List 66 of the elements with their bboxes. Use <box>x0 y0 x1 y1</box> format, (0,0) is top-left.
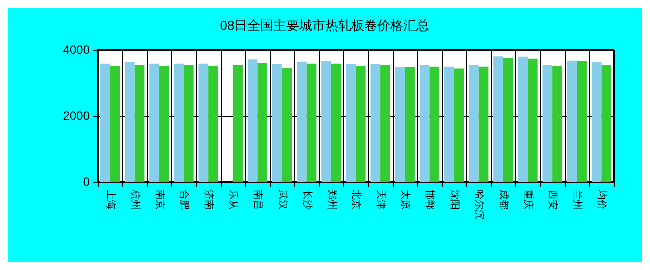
x-tick-label: 上海 <box>104 190 117 210</box>
bar <box>306 64 317 182</box>
bar <box>198 64 209 182</box>
x-tick-label: 哈尔滨 <box>473 190 486 220</box>
x-tick-label: 兰州 <box>572 190 584 210</box>
bar <box>322 61 332 182</box>
y-tick-label: 2000 <box>63 109 90 123</box>
bar <box>100 64 110 182</box>
bar <box>184 65 194 182</box>
bar <box>395 67 406 182</box>
bar <box>370 64 381 182</box>
bar <box>430 66 440 182</box>
bar <box>444 66 454 182</box>
bar <box>420 66 430 182</box>
bar <box>331 64 342 182</box>
bar <box>134 66 145 182</box>
bar <box>174 64 184 182</box>
bar <box>258 63 268 182</box>
bar <box>150 64 160 182</box>
bar <box>592 62 602 182</box>
bar <box>478 66 489 182</box>
bar <box>272 64 282 182</box>
x-tick-label: 北京 <box>350 190 362 210</box>
x-tick-label: 西安 <box>547 190 560 210</box>
x-tick-label: 济南 <box>203 190 216 210</box>
bar <box>469 65 479 182</box>
x-tick-label: 长沙 <box>301 190 314 210</box>
x-tick-label: 邯郸 <box>424 190 436 210</box>
x-tick-label: 均价 <box>596 189 608 210</box>
bar <box>494 56 504 182</box>
bar <box>542 66 553 182</box>
x-tick-label: 郑州 <box>326 190 338 210</box>
x-tick-label: 南昌 <box>252 190 264 210</box>
x-tick-label: 天津 <box>375 190 388 210</box>
x-tick-label: 杭州 <box>129 189 142 210</box>
bar <box>503 58 514 182</box>
bar <box>380 66 390 182</box>
bar <box>552 66 562 182</box>
x-tick-label: 乐从 <box>228 190 240 210</box>
bar <box>208 66 218 182</box>
chart-title: 08日全国主要城市热轧板卷价格汇总 <box>220 18 430 33</box>
bar <box>248 60 258 182</box>
bar <box>577 61 587 182</box>
bar <box>125 62 135 182</box>
bar <box>454 68 464 182</box>
bar <box>159 66 170 182</box>
x-tick-label: 合肥 <box>178 190 190 210</box>
bar <box>297 62 307 182</box>
y-tick-label: 4000 <box>63 43 90 57</box>
bar <box>356 66 366 182</box>
bar <box>233 66 243 182</box>
bar <box>405 67 415 182</box>
x-tick-label: 武汉 <box>276 190 289 210</box>
bar <box>602 65 612 182</box>
x-tick-label: 南京 <box>154 190 166 210</box>
bar <box>528 58 538 182</box>
x-tick-label: 沈阳 <box>448 190 461 210</box>
bar <box>282 68 292 182</box>
y-tick-label: 0 <box>83 175 90 189</box>
x-tick-label: 重庆 <box>522 190 534 210</box>
x-tick-label: 太原 <box>400 190 412 210</box>
bar <box>518 56 528 182</box>
bar <box>110 66 120 182</box>
bar <box>567 60 578 182</box>
bar <box>346 64 356 182</box>
x-tick-label: 成都 <box>498 190 510 210</box>
